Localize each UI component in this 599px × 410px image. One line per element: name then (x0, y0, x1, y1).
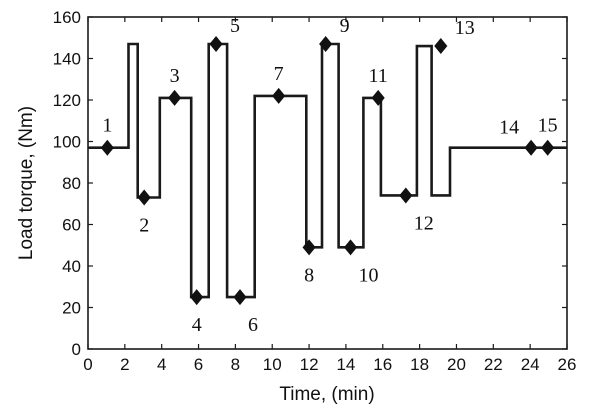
y-tick-label: 0 (72, 340, 81, 359)
x-tick-label: 20 (447, 355, 466, 374)
x-axis-title: Time, (min) (279, 384, 374, 405)
marker-label-11: 11 (369, 65, 388, 87)
marker-14 (524, 139, 538, 156)
y-axis-ticks: 0 20 40 60 80 100 120 140 160 (53, 8, 567, 359)
marker-layer (100, 35, 555, 306)
x-axis-ticks: 0 2 4 6 8 10 12 14 16 18 20 22 24 26 (83, 17, 576, 374)
x-tick-label: 10 (263, 355, 282, 374)
x-tick-label: 16 (373, 355, 392, 374)
marker-7 (272, 87, 286, 104)
marker-label-13: 13 (455, 17, 475, 39)
marker-6 (233, 289, 247, 306)
y-tick-label: 100 (53, 133, 81, 152)
marker-15 (541, 139, 555, 156)
y-axis-title: Load torque, (Nm) (16, 106, 37, 260)
y-tick-label: 140 (53, 50, 81, 69)
marker-2 (137, 189, 151, 206)
y-tick-label: 80 (62, 174, 81, 193)
y-tick-label: 20 (62, 299, 81, 318)
x-tick-label: 8 (231, 355, 240, 374)
marker-label-2: 2 (139, 215, 149, 237)
marker-label-6: 6 (248, 314, 258, 336)
y-tick-label: 160 (53, 8, 81, 27)
marker-11 (371, 89, 385, 106)
marker-label-12: 12 (414, 212, 434, 234)
marker-label-1: 1 (102, 115, 112, 137)
marker-label-8: 8 (304, 264, 314, 286)
y-tick-label: 40 (62, 257, 81, 276)
x-tick-label: 2 (120, 355, 129, 374)
marker-5 (209, 35, 223, 52)
x-tick-label: 12 (300, 355, 319, 374)
y-tick-label: 120 (53, 91, 81, 110)
marker-label-14: 14 (499, 117, 519, 139)
marker-1 (100, 139, 114, 156)
x-tick-label: 6 (194, 355, 203, 374)
marker-12 (399, 187, 413, 204)
plot-background (88, 17, 567, 349)
marker-label-5: 5 (230, 15, 240, 37)
marker-label-3: 3 (170, 65, 180, 87)
x-tick-label: 0 (83, 355, 92, 374)
x-tick-label: 24 (521, 355, 540, 374)
x-tick-label: 22 (484, 355, 503, 374)
x-tick-label: 14 (336, 355, 355, 374)
marker-label-7: 7 (274, 63, 284, 85)
marker-10 (343, 239, 358, 256)
marker-label-15: 15 (538, 115, 558, 137)
marker-3 (168, 89, 182, 106)
marker-label-10: 10 (359, 264, 379, 286)
marker-label-4: 4 (192, 314, 202, 336)
x-tick-label: 18 (410, 355, 429, 374)
y-tick-label: 60 (62, 216, 81, 235)
x-tick-label: 26 (558, 355, 577, 374)
marker-9 (319, 35, 333, 52)
x-tick-label: 4 (157, 355, 166, 374)
marker-label-9: 9 (340, 15, 350, 37)
marker-8 (302, 239, 316, 256)
marker-4 (190, 289, 204, 306)
marker-13 (434, 38, 448, 55)
